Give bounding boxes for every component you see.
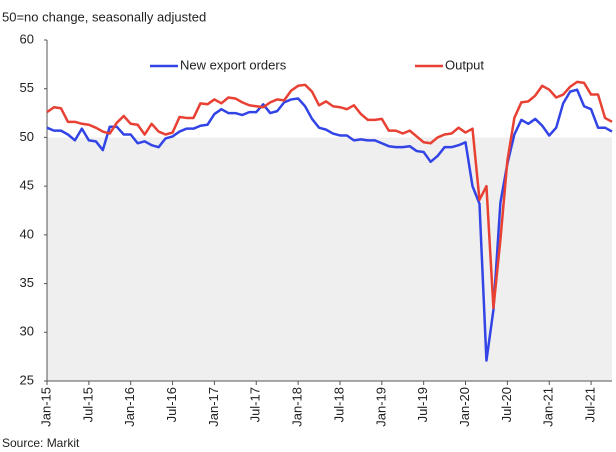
legend-label: New export orders [180,57,287,72]
x-tick-label: Jan-21 [541,387,556,427]
shaded-region [47,137,612,381]
y-tick-label: 30 [20,324,34,339]
x-tick-label: Jan-16 [122,387,137,427]
source-note: Source: Markit [2,436,80,450]
x-tick-label: Jan-18 [290,387,305,427]
x-tick-label: Jul-18 [331,387,346,422]
x-tick-label: Jul-16 [164,387,179,422]
x-tick-label: Jul-20 [499,387,514,422]
y-tick-label: 40 [20,226,34,241]
series-line [46,80,613,310]
y-tick-label: 25 [20,372,34,387]
x-tick-label: Jul-17 [248,387,263,422]
y-tick-label: 50 [20,129,34,144]
x-tick-label: Jul-21 [583,387,598,422]
x-tick-label: Jul-15 [80,387,95,422]
series-line [46,88,613,362]
chart-title: 50=no change, seasonally adjusted [2,9,206,24]
y-tick-label: 35 [20,275,34,290]
x-tick-label: Jul-19 [415,387,430,422]
legend-label: Output [445,57,484,72]
y-tick-label: 60 [20,31,34,46]
x-tick-label: Jan-15 [38,387,53,427]
x-tick-label: Jan-20 [457,387,472,427]
x-tick-label: Jan-17 [206,387,221,427]
y-tick-label: 45 [20,178,34,193]
y-tick-label: 55 [20,80,34,95]
x-tick-label: Jan-19 [373,387,388,427]
